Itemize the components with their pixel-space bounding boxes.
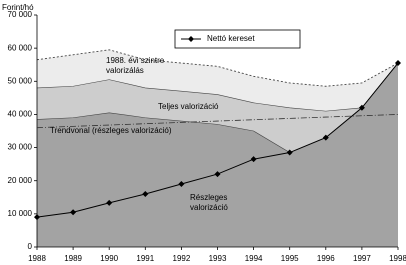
x-tick-label: 1995 — [281, 254, 299, 263]
y-tick-label: 40 000 — [8, 110, 33, 119]
annotation: Részleges valorizáció — [190, 193, 228, 212]
x-tick-label: 1991 — [136, 254, 154, 263]
y-tick-label: 70 000 — [8, 10, 33, 19]
legend-box — [174, 29, 301, 49]
marker — [70, 209, 77, 216]
x-tick-label: 1998 — [389, 254, 406, 263]
marker — [250, 156, 257, 163]
x-tick-label: 1993 — [209, 254, 227, 263]
marker — [214, 171, 221, 178]
area — [37, 63, 398, 247]
marker — [286, 149, 293, 156]
marker — [34, 214, 40, 221]
y-tick-label: 0 — [28, 242, 33, 251]
x-tick-label: 1994 — [245, 254, 263, 263]
x-tick-label: 1989 — [64, 254, 82, 263]
annotation: 1988. évi szintre valorizálás — [106, 56, 165, 75]
marker — [395, 60, 401, 67]
legend-label: Nettó kereset — [207, 34, 255, 43]
marker — [322, 134, 329, 141]
marker — [142, 190, 149, 197]
legend-marker — [188, 36, 194, 42]
x-tick-label: 1990 — [100, 254, 118, 263]
y-tick-label: 60 000 — [8, 43, 33, 52]
marker — [178, 181, 185, 188]
y-tick-label: 10 000 — [8, 209, 33, 218]
y-tick-label: 50 000 — [8, 76, 33, 85]
x-tick-label: 1997 — [353, 254, 371, 263]
annotation: Trendvonal (részleges valorizáció) — [50, 126, 172, 135]
x-tick-label: 1992 — [173, 254, 191, 263]
area-edge — [36, 49, 399, 87]
annotation-text: Teljes valorizáció — [158, 102, 219, 111]
annotation-text: Részleges valorizáció — [190, 193, 228, 212]
marker — [106, 199, 113, 206]
x-tick-label: 1996 — [317, 254, 335, 263]
y-tick-label: 30 000 — [8, 143, 33, 152]
x-tick-label: 1988 — [28, 254, 46, 263]
annotation: Teljes valorizáció — [158, 102, 219, 111]
area-edge — [36, 62, 399, 112]
y-tick-label: 20 000 — [8, 176, 33, 185]
y-axis-title: Forint/hó — [2, 3, 34, 12]
trend-line — [36, 114, 399, 129]
annotation-text: 1988. évi szintre valorizálás — [106, 56, 165, 75]
marker — [358, 104, 365, 111]
